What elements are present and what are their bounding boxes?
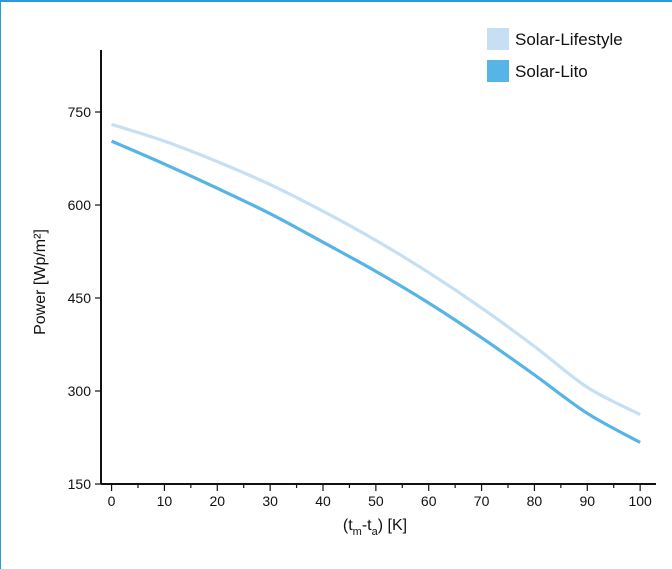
axes	[100, 50, 656, 485]
y-axis-ticks: 150 300 450 600 750	[68, 104, 101, 492]
y-tick-label: 750	[68, 104, 92, 120]
series-layer	[110, 122, 641, 444]
series-line-solar-lito	[110, 139, 641, 444]
x-axis-ticks: 0 10 20 30 40 50 60 70 80 90 100	[108, 484, 652, 509]
x-tick-label: 30	[262, 493, 278, 509]
legend-swatch	[487, 28, 509, 50]
x-tick-label: 20	[209, 493, 225, 509]
y-tick-label: 300	[68, 383, 92, 399]
y-tick-label: 600	[68, 197, 92, 213]
legend-label: Solar-Lifestyle	[515, 30, 623, 49]
legend-swatch	[487, 60, 509, 82]
y-tick-label: 450	[68, 290, 92, 306]
x-tick-label: 80	[527, 493, 543, 509]
x-tick-label: 70	[474, 493, 490, 509]
x-tick-label: 100	[628, 493, 652, 509]
x-tick-label: 60	[421, 493, 437, 509]
legend-label: Solar-Lito	[515, 62, 588, 81]
y-axis-label: Power [Wp/m²]	[32, 229, 49, 335]
x-tick-label: 10	[157, 493, 173, 509]
x-tick-label: 40	[315, 493, 331, 509]
x-tick-label: 90	[579, 493, 595, 509]
x-axis-label: (tm-ta) [K]	[343, 517, 407, 538]
legend: Solar-Lifestyle Solar-Lito	[487, 28, 623, 82]
y-tick-label: 150	[68, 476, 92, 492]
x-tick-label: 50	[368, 493, 384, 509]
series-line-solar-lifestyle	[111, 122, 641, 416]
x-tick-label: 0	[108, 493, 116, 509]
